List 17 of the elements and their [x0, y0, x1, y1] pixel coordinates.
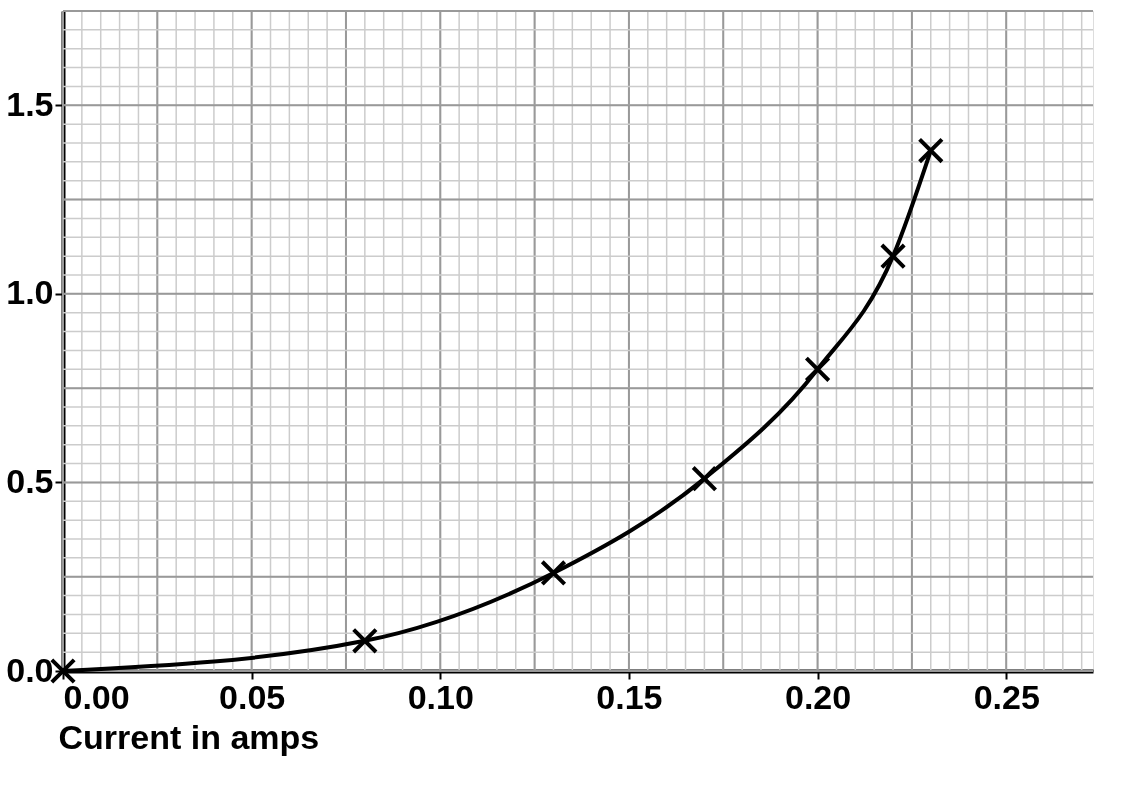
- point: [691, 465, 718, 492]
- x-tick-label: 0.05: [219, 677, 286, 716]
- point: [804, 356, 831, 383]
- x-axis-title: Current in amps: [58, 717, 320, 756]
- x-tick-label: 0.15: [596, 677, 663, 716]
- x-tick-label: 0.10: [407, 677, 474, 716]
- point: [879, 242, 907, 270]
- x-tick-label: 0.20: [784, 677, 852, 716]
- point: [540, 559, 567, 587]
- x-tick-label: 0.00: [63, 677, 130, 716]
- y-tick-label: 0.5: [6, 461, 54, 500]
- y-tick-label: 1.5: [6, 84, 54, 123]
- y-tick-label: 0.0: [6, 650, 54, 689]
- y-tick-label: 1.0: [6, 273, 54, 312]
- point: [351, 627, 379, 655]
- point: [917, 137, 944, 164]
- x-tick-label: 0.25: [973, 677, 1040, 716]
